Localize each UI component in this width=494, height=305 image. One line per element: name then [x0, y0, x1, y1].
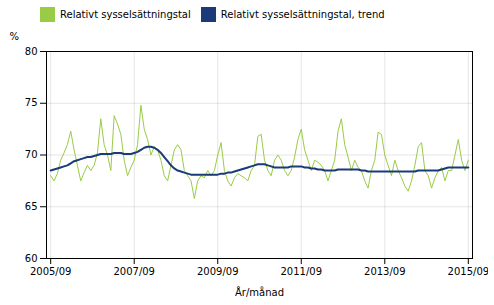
svg-text:75: 75 [25, 97, 38, 108]
svg-text:2007/09: 2007/09 [113, 266, 155, 277]
svg-text:%: % [10, 31, 20, 42]
svg-text:60: 60 [25, 253, 38, 264]
html-text:Relativt sysselsättningstal: Relativt sysselsättningstal [60, 8, 191, 20]
html-text:Relativt sysselsättningstal, t: Relativt sysselsättningstal, trend [220, 8, 385, 20]
svg-text:2013/09: 2013/09 [364, 266, 406, 277]
svg-text:80: 80 [25, 46, 38, 57]
svg-text:2005/09: 2005/09 [30, 266, 72, 277]
svg-text:2011/09: 2011/09 [280, 266, 322, 277]
svg-text:65: 65 [25, 201, 38, 212]
svg-text:2015/09: 2015/09 [448, 266, 488, 277]
svg-text:2009/09: 2009/09 [197, 266, 239, 277]
svg-text:70: 70 [25, 149, 38, 160]
svg-text:År/månad: År/månad [235, 286, 284, 298]
